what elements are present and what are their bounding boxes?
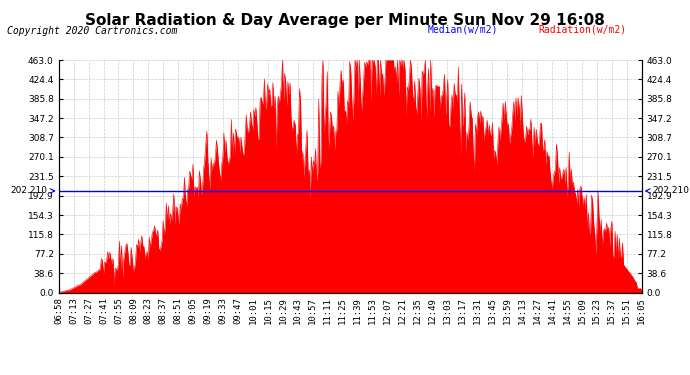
Text: 202.210: 202.210 bbox=[10, 186, 55, 195]
Text: 202.210: 202.210 bbox=[646, 186, 690, 195]
Text: Median(w/m2): Median(w/m2) bbox=[428, 24, 498, 34]
Text: Copyright 2020 Cartronics.com: Copyright 2020 Cartronics.com bbox=[7, 26, 177, 36]
Text: Solar Radiation & Day Average per Minute Sun Nov 29 16:08: Solar Radiation & Day Average per Minute… bbox=[85, 13, 605, 28]
Text: Radiation(w/m2): Radiation(w/m2) bbox=[538, 24, 627, 34]
